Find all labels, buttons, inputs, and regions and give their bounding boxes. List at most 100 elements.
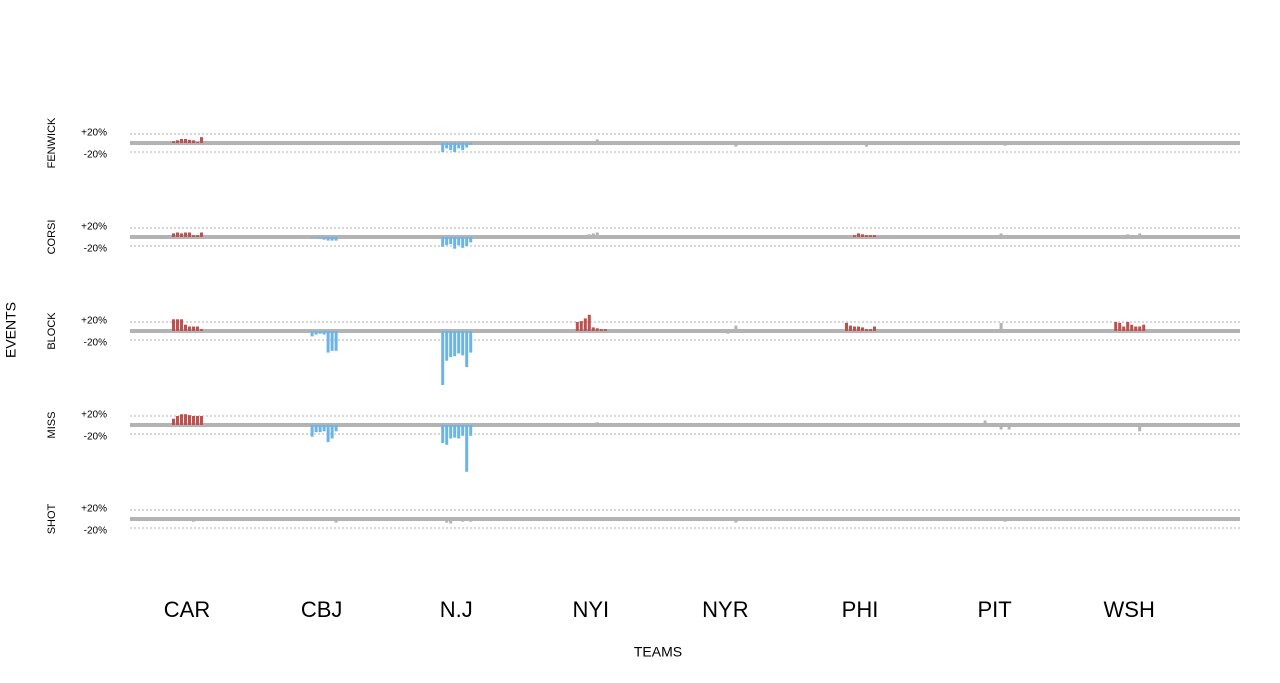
bar [192,416,195,425]
bar [441,331,445,385]
team-label: N.J [440,597,473,622]
bar [726,331,730,334]
bar [861,327,864,331]
bar [457,425,461,439]
bar [453,331,457,357]
bar [314,331,318,335]
bar [449,425,453,439]
bar [334,237,338,241]
row-label: MISS [46,412,58,439]
bar [449,519,453,524]
bar [457,331,461,354]
bar [1122,326,1126,331]
bar [330,425,334,439]
bar [318,425,322,433]
bar [172,319,175,331]
bar [595,422,599,425]
bar [184,414,187,425]
bar [1003,519,1007,522]
bar [603,329,607,331]
bar [310,237,314,238]
team-label: PIT [977,597,1011,622]
team-label: CAR [164,597,210,622]
bar [322,425,326,432]
bar [469,143,473,145]
bar [176,319,179,331]
bar [322,517,326,519]
bar [180,414,183,425]
bar [595,328,599,331]
bar [184,232,187,237]
bar [192,140,195,143]
bar [849,325,852,331]
bar [722,519,726,521]
bar [873,326,876,331]
bar [445,237,449,246]
bar [334,425,338,432]
y-tick-label: -20% [84,150,107,161]
bar [310,331,314,337]
bar [465,519,469,521]
bar [453,425,457,438]
bar [873,235,876,237]
bar [453,237,457,249]
bar [322,331,326,335]
bar [465,237,469,246]
bar [314,237,318,238]
y-tick-label: +20% [81,128,107,139]
bar [188,415,191,425]
bar [1138,425,1142,432]
bar [587,234,591,237]
bar [1114,322,1118,331]
bar [326,331,330,353]
bar [999,233,1003,237]
bar [453,143,457,152]
bar [196,235,199,237]
bar [591,233,595,237]
bar [457,237,461,246]
bar [595,232,599,237]
bar [461,425,465,436]
bar [318,143,322,145]
bar [334,331,338,351]
bar [865,329,868,331]
bar [469,519,473,522]
bar [445,143,449,149]
bar [865,235,868,237]
bar [318,237,322,239]
bar [449,237,453,245]
bar [188,232,191,237]
bar [172,418,175,425]
bar [1138,326,1142,331]
bar [865,519,868,521]
bar [591,327,595,331]
bar [192,326,195,331]
team-label: PHI [842,597,879,622]
bar [192,235,195,237]
bar [180,138,183,143]
bar [180,233,183,237]
bar [730,235,734,237]
row-label: CORSI [46,220,58,255]
bar [441,425,445,443]
bar [326,518,330,519]
bar [469,425,473,436]
bar [200,416,203,425]
bar [188,139,191,143]
bar [845,322,848,331]
bar [314,425,318,433]
bar [1138,233,1142,237]
bar [469,331,473,353]
bar [857,326,860,331]
bar [310,143,314,144]
bar [1007,425,1011,430]
bar [322,237,326,240]
bar [461,143,465,151]
bar [461,237,465,248]
bar [441,237,445,247]
bar [330,143,334,145]
bar [445,331,449,361]
bar [999,322,1003,331]
bar [445,425,449,445]
bar [196,326,199,331]
